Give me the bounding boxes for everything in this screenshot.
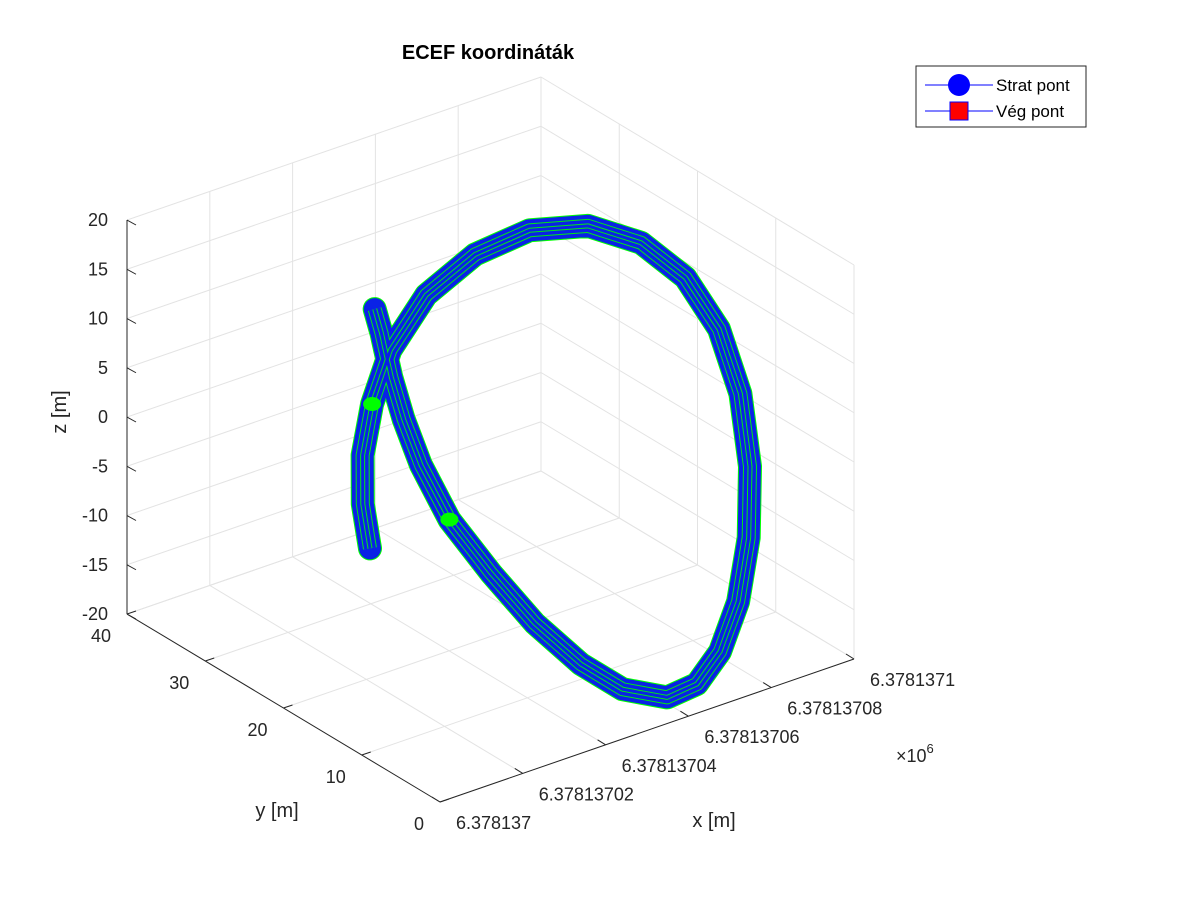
y-tick xyxy=(283,704,293,709)
z-tick xyxy=(126,613,137,620)
z-tick-label: 0 xyxy=(98,407,108,427)
x-tick xyxy=(431,796,441,803)
grid-line xyxy=(126,372,542,516)
series-tube xyxy=(350,213,762,710)
grid-line xyxy=(126,322,542,467)
x-tick-label: 6.37813704 xyxy=(622,756,717,776)
tube-core xyxy=(361,224,752,699)
x-axis-line xyxy=(439,658,855,803)
x-tick xyxy=(762,682,772,689)
z-tick xyxy=(126,268,137,275)
z-tick xyxy=(126,465,137,472)
z-tick xyxy=(126,515,137,521)
legend-label-start: Strat pont xyxy=(996,76,1070,95)
z-tick xyxy=(126,564,137,571)
grid-line xyxy=(205,517,620,662)
grid-line xyxy=(126,76,542,221)
y-axis-label: y [m] xyxy=(255,800,298,822)
grid-line xyxy=(540,322,855,512)
x-axis-label: x [m] xyxy=(692,810,735,832)
point-marker xyxy=(440,512,459,527)
grid-line xyxy=(126,470,542,615)
y-tick xyxy=(439,798,450,803)
grid-line xyxy=(361,611,776,756)
z-tick xyxy=(126,318,137,324)
z-tick-label: 5 xyxy=(98,358,108,378)
grid-line xyxy=(126,273,542,418)
y-tick xyxy=(361,751,371,756)
z-tick-label: 20 xyxy=(88,210,108,230)
grid-lines xyxy=(126,76,855,803)
grid-line xyxy=(540,175,855,364)
grid-line xyxy=(540,273,855,463)
z-axis-label: z [m] xyxy=(49,390,71,433)
x-exponent-label: ×106 xyxy=(896,741,934,766)
z-tick xyxy=(126,416,137,423)
x-tick xyxy=(514,767,524,774)
axes xyxy=(126,219,855,803)
grid-line xyxy=(540,372,855,561)
grid-line xyxy=(540,224,855,414)
y-tick xyxy=(126,610,137,615)
legend-box xyxy=(915,65,1087,128)
x-tick-label: 6.37813702 xyxy=(539,784,634,804)
tick-labels: 6.378137 6.37813702 6.37813704 6.37813706 6.… xyxy=(82,210,955,834)
y-tick-label: 10 xyxy=(326,767,346,787)
y-tick-label: 40 xyxy=(91,626,111,646)
grid-line xyxy=(126,421,542,566)
x-exponent-base: ×10 xyxy=(896,746,927,766)
legend-marker-end xyxy=(949,101,969,121)
legend-marker-start xyxy=(948,74,970,96)
z-tick-label: 15 xyxy=(88,259,108,279)
point-markers xyxy=(363,397,459,527)
x-tick xyxy=(597,739,606,746)
grid-line xyxy=(126,125,542,270)
grid-line xyxy=(540,125,855,315)
point-marker xyxy=(363,397,382,412)
z-tick xyxy=(126,219,137,226)
z-tick xyxy=(126,367,137,374)
x-exponent-power: 6 xyxy=(927,741,934,756)
chart-title: ECEF koordináták xyxy=(402,42,575,64)
x-tick xyxy=(680,710,689,717)
x-tick-label: 6.3781371 xyxy=(870,670,955,690)
x-tick-label: 6.37813706 xyxy=(704,727,799,747)
z-tick-label: 10 xyxy=(88,309,108,329)
grid-line xyxy=(540,421,855,611)
y-tick xyxy=(205,657,215,662)
legend-label-end: Vég pont xyxy=(996,102,1064,121)
z-tick-label: -5 xyxy=(92,456,108,476)
x-tick-label: 6.37813708 xyxy=(787,699,882,719)
x-tick xyxy=(845,653,855,660)
legend: Strat pont Vég pont xyxy=(915,65,1087,128)
y-tick-label: 20 xyxy=(247,720,267,740)
grid-line xyxy=(283,564,698,709)
y-tick-label: 0 xyxy=(414,814,424,834)
z-tick-label: -20 xyxy=(82,604,108,624)
z-tick-label: -15 xyxy=(82,555,108,575)
grid-line xyxy=(540,76,855,266)
grid-line xyxy=(126,175,542,319)
x-tick-label: 6.378137 xyxy=(456,813,531,833)
y-tick-label: 30 xyxy=(169,673,189,693)
z-tick-label: -10 xyxy=(82,506,108,526)
